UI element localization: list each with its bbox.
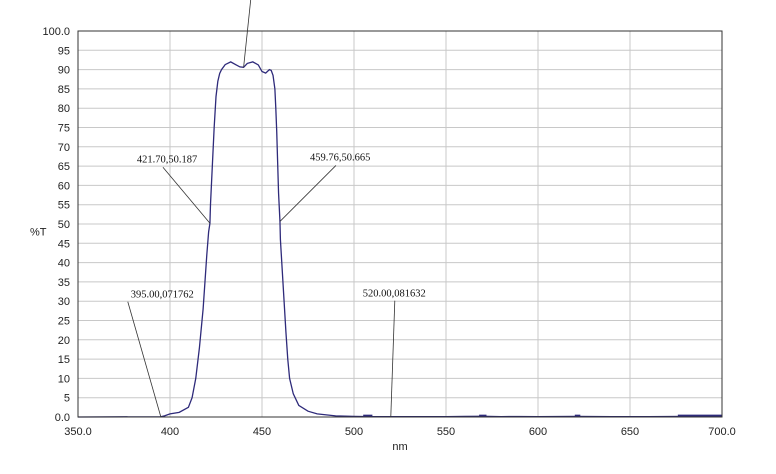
x-tick-label: 700.0 xyxy=(708,426,736,438)
y-tick-label: 20 xyxy=(58,335,70,347)
y-tick-label: 45 xyxy=(58,238,70,250)
x-tick-label: 500 xyxy=(345,426,363,438)
y-tick-label: 55 xyxy=(58,200,70,212)
y-tick-label: 5 xyxy=(64,393,70,405)
annotation-leader xyxy=(279,165,337,222)
annotation-leader xyxy=(243,0,252,68)
y-tick-label: 70 xyxy=(58,142,70,154)
annotation-leader xyxy=(390,300,396,417)
y-tick-label: 35 xyxy=(58,277,70,289)
annotation-leaders xyxy=(127,0,396,417)
annotation-leader xyxy=(127,301,162,417)
x-axis-ticks: 350.0 400 450 500 550 600 650 700.0 xyxy=(64,426,736,438)
annotation-label: 421.70,50.187 xyxy=(137,154,197,165)
y-tick-label: 95 xyxy=(58,45,70,57)
y-axis-ticks: 0.0 5 10 15 20 25 30 35 40 45 50 55 60 65 70 75 80 85 90 95… xyxy=(42,26,70,424)
y-tick-label: 10 xyxy=(58,373,70,385)
y-tick-label: 90 xyxy=(58,65,70,77)
x-tick-label: 350.0 xyxy=(64,426,92,438)
y-tick-label: 15 xyxy=(58,354,70,366)
y-tick-label: 85 xyxy=(58,84,70,96)
annotation-label: 395.00,071762 xyxy=(131,290,194,301)
annotation-labels: 395.00,071762421.70,50.187440.00,90.5914… xyxy=(131,152,426,301)
x-tick-label: 600 xyxy=(529,426,547,438)
plot-frame xyxy=(77,30,723,418)
y-tick-label: 60 xyxy=(58,180,70,192)
annotation-leader xyxy=(162,167,211,224)
x-tick-label: 550 xyxy=(437,426,455,438)
y-tick-label: 40 xyxy=(58,258,70,270)
annotation-label: 520.00,081632 xyxy=(363,289,426,300)
y-tick-label: 80 xyxy=(58,103,70,115)
y-tick-label: 100.0 xyxy=(42,26,70,38)
y-tick-label: 65 xyxy=(58,161,70,173)
y-tick-label: 50 xyxy=(58,219,70,231)
x-tick-label: 650 xyxy=(621,426,639,438)
y-tick-label: 30 xyxy=(58,296,70,308)
grid-lines xyxy=(78,31,722,417)
x-tick-label: 400 xyxy=(161,426,179,438)
y-tick-label: 25 xyxy=(58,316,70,328)
y-axis-label: %T xyxy=(30,227,47,239)
y-tick-label: 75 xyxy=(58,123,70,135)
annotation-label: 459.76,50.665 xyxy=(310,152,370,163)
x-axis-label: nm xyxy=(392,441,407,453)
transmission-curve xyxy=(77,61,723,418)
x-tick-label: 450 xyxy=(253,426,271,438)
y-tick-label: 0.0 xyxy=(55,412,70,424)
